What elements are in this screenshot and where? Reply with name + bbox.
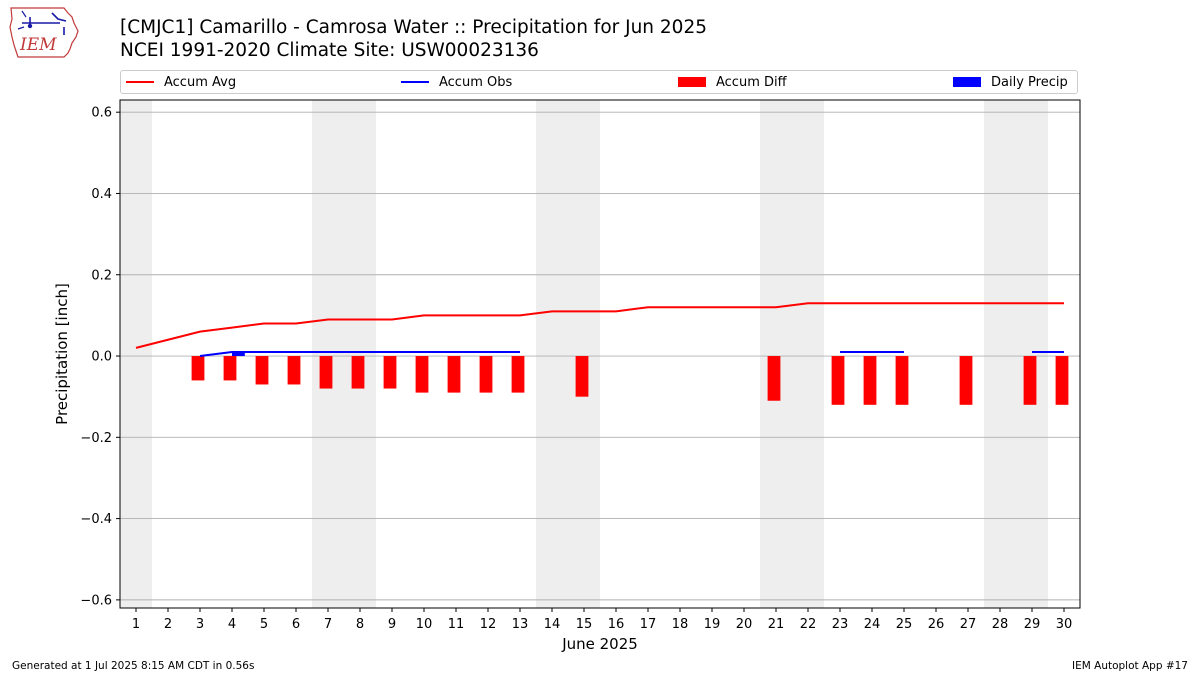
accum-diff-bar — [863, 356, 877, 405]
legend-item-accum-obs: Accum Obs — [401, 71, 512, 93]
accum-diff-bar — [415, 356, 429, 393]
accum-diff-bar — [223, 356, 237, 381]
x-tick-label: 6 — [292, 617, 300, 632]
accum-diff-bars — [191, 356, 1069, 405]
legend-swatch-accum-avg — [126, 81, 154, 83]
accum-diff-bar — [1023, 356, 1037, 405]
legend-item-accum-avg: Accum Avg — [126, 71, 236, 93]
iem-iowa-logo-icon: IEM — [9, 7, 79, 58]
accum-diff-bar — [767, 356, 781, 401]
y-tick-label: 0.2 — [91, 268, 112, 283]
accum-diff-bar — [351, 356, 365, 389]
y-axis-label: Precipitation [inch] — [53, 283, 71, 425]
weekend-band — [312, 100, 376, 608]
accum-diff-bar — [895, 356, 909, 405]
legend-item-accum-diff: Accum Diff — [678, 71, 787, 93]
x-tick-label: 3 — [196, 617, 204, 632]
chart-title: [CMJC1] Camarillo - Camrosa Water :: Pre… — [120, 17, 707, 38]
x-tick-label: 9 — [388, 617, 396, 632]
x-tick-label: 25 — [896, 617, 913, 632]
x-tick-label: 16 — [608, 617, 625, 632]
x-tick-label: 4 — [228, 617, 236, 632]
x-tick-label: 24 — [864, 617, 881, 632]
weekend-shading — [120, 100, 1048, 608]
accum-obs-line — [199, 350, 520, 358]
y-tick-label: 0.0 — [91, 350, 112, 365]
daily-precip-bars — [232, 351, 245, 357]
accum-diff-bar — [479, 356, 493, 393]
legend-label-daily-precip: Daily Precip — [991, 74, 1068, 90]
series-lines — [135, 302, 1064, 358]
accum-diff-bar — [511, 356, 525, 393]
x-tick-label: 29 — [1024, 617, 1041, 632]
x-tick-label: 23 — [832, 617, 849, 632]
accum-diff-bar — [319, 356, 333, 389]
iem-logo: IEM — [8, 5, 82, 61]
accum-diff-bar — [447, 356, 461, 393]
y-tick-label: −0.2 — [80, 431, 112, 446]
accum-diff-bar — [831, 356, 845, 405]
app-credit: IEM Autoplot App #17 — [1072, 660, 1188, 672]
x-tick-label: 14 — [544, 617, 561, 632]
accum-diff-bar — [959, 356, 973, 405]
accum-diff-bar — [255, 356, 269, 385]
x-axis-ticks: 1 2 3 4 5 6 7 8 9 10 11 12 13 14 15 16 17 18 19 20 21 22 23 24 2… — [132, 608, 1072, 632]
x-tick-label: 30 — [1056, 617, 1073, 632]
x-tick-label: 10 — [416, 617, 433, 632]
x-tick-label: 5 — [260, 617, 268, 632]
x-tick-label: 20 — [736, 617, 753, 632]
x-tick-label: 17 — [640, 617, 657, 632]
x-tick-label: 13 — [512, 617, 529, 632]
accum-diff-bar — [575, 356, 589, 397]
x-tick-label: 22 — [800, 617, 817, 632]
legend-label-accum-avg: Accum Avg — [164, 74, 237, 90]
legend-label-accum-obs: Accum Obs — [439, 74, 513, 90]
x-tick-label: 8 — [356, 617, 364, 632]
accum-avg-line — [135, 302, 1064, 349]
x-tick-label: 12 — [480, 617, 497, 632]
legend-label-accum-diff: Accum Diff — [716, 74, 787, 90]
y-tick-label: 0.6 — [91, 106, 112, 121]
x-tick-label: 27 — [960, 617, 977, 632]
x-tick-label: 2 — [164, 617, 172, 632]
x-tick-label: 21 — [768, 617, 785, 632]
accum-diff-bar — [287, 356, 301, 385]
x-tick-label: 15 — [576, 617, 593, 632]
y-gridlines — [120, 111, 1080, 601]
x-tick-label: 19 — [704, 617, 721, 632]
y-axis-ticks: −0.6 −0.4 −0.2 0.0 0.2 0.4 0.6 — [80, 106, 120, 608]
x-tick-label: 28 — [992, 617, 1009, 632]
y-tick-label: 0.4 — [91, 187, 112, 202]
accum-diff-bar — [191, 356, 205, 381]
y-tick-label: −0.4 — [80, 512, 112, 527]
x-axis-label: June 2025 — [561, 635, 638, 653]
legend-swatch-accum-obs — [401, 81, 429, 83]
x-tick-label: 26 — [928, 617, 945, 632]
accum-diff-bar — [1055, 356, 1069, 405]
legend-item-daily-precip: Daily Precip — [953, 71, 1068, 93]
plot-area-frame — [119, 99, 1081, 609]
weekend-band — [120, 100, 152, 608]
chart-subtitle: NCEI 1991-2020 Climate Site: USW00023136 — [120, 40, 539, 61]
generated-timestamp: Generated at 1 Jul 2025 8:15 AM CDT in 0… — [12, 660, 255, 672]
weekend-band — [536, 100, 600, 608]
legend-swatch-accum-diff — [678, 77, 706, 87]
weekend-band — [760, 100, 824, 608]
y-tick-label: −0.6 — [80, 593, 112, 608]
x-tick-label: 1 — [132, 617, 140, 632]
chart-legend: Accum Avg Accum Obs Accum Diff Daily Pre… — [120, 70, 1078, 94]
logo-text: IEM — [19, 35, 57, 55]
accum-diff-bar — [383, 356, 397, 389]
weekend-band — [984, 100, 1048, 608]
x-tick-label: 11 — [448, 617, 465, 632]
x-tick-label: 18 — [672, 617, 689, 632]
x-tick-label: 7 — [324, 617, 332, 632]
legend-swatch-daily-precip — [953, 77, 981, 87]
daily-precip-bar — [232, 351, 245, 357]
